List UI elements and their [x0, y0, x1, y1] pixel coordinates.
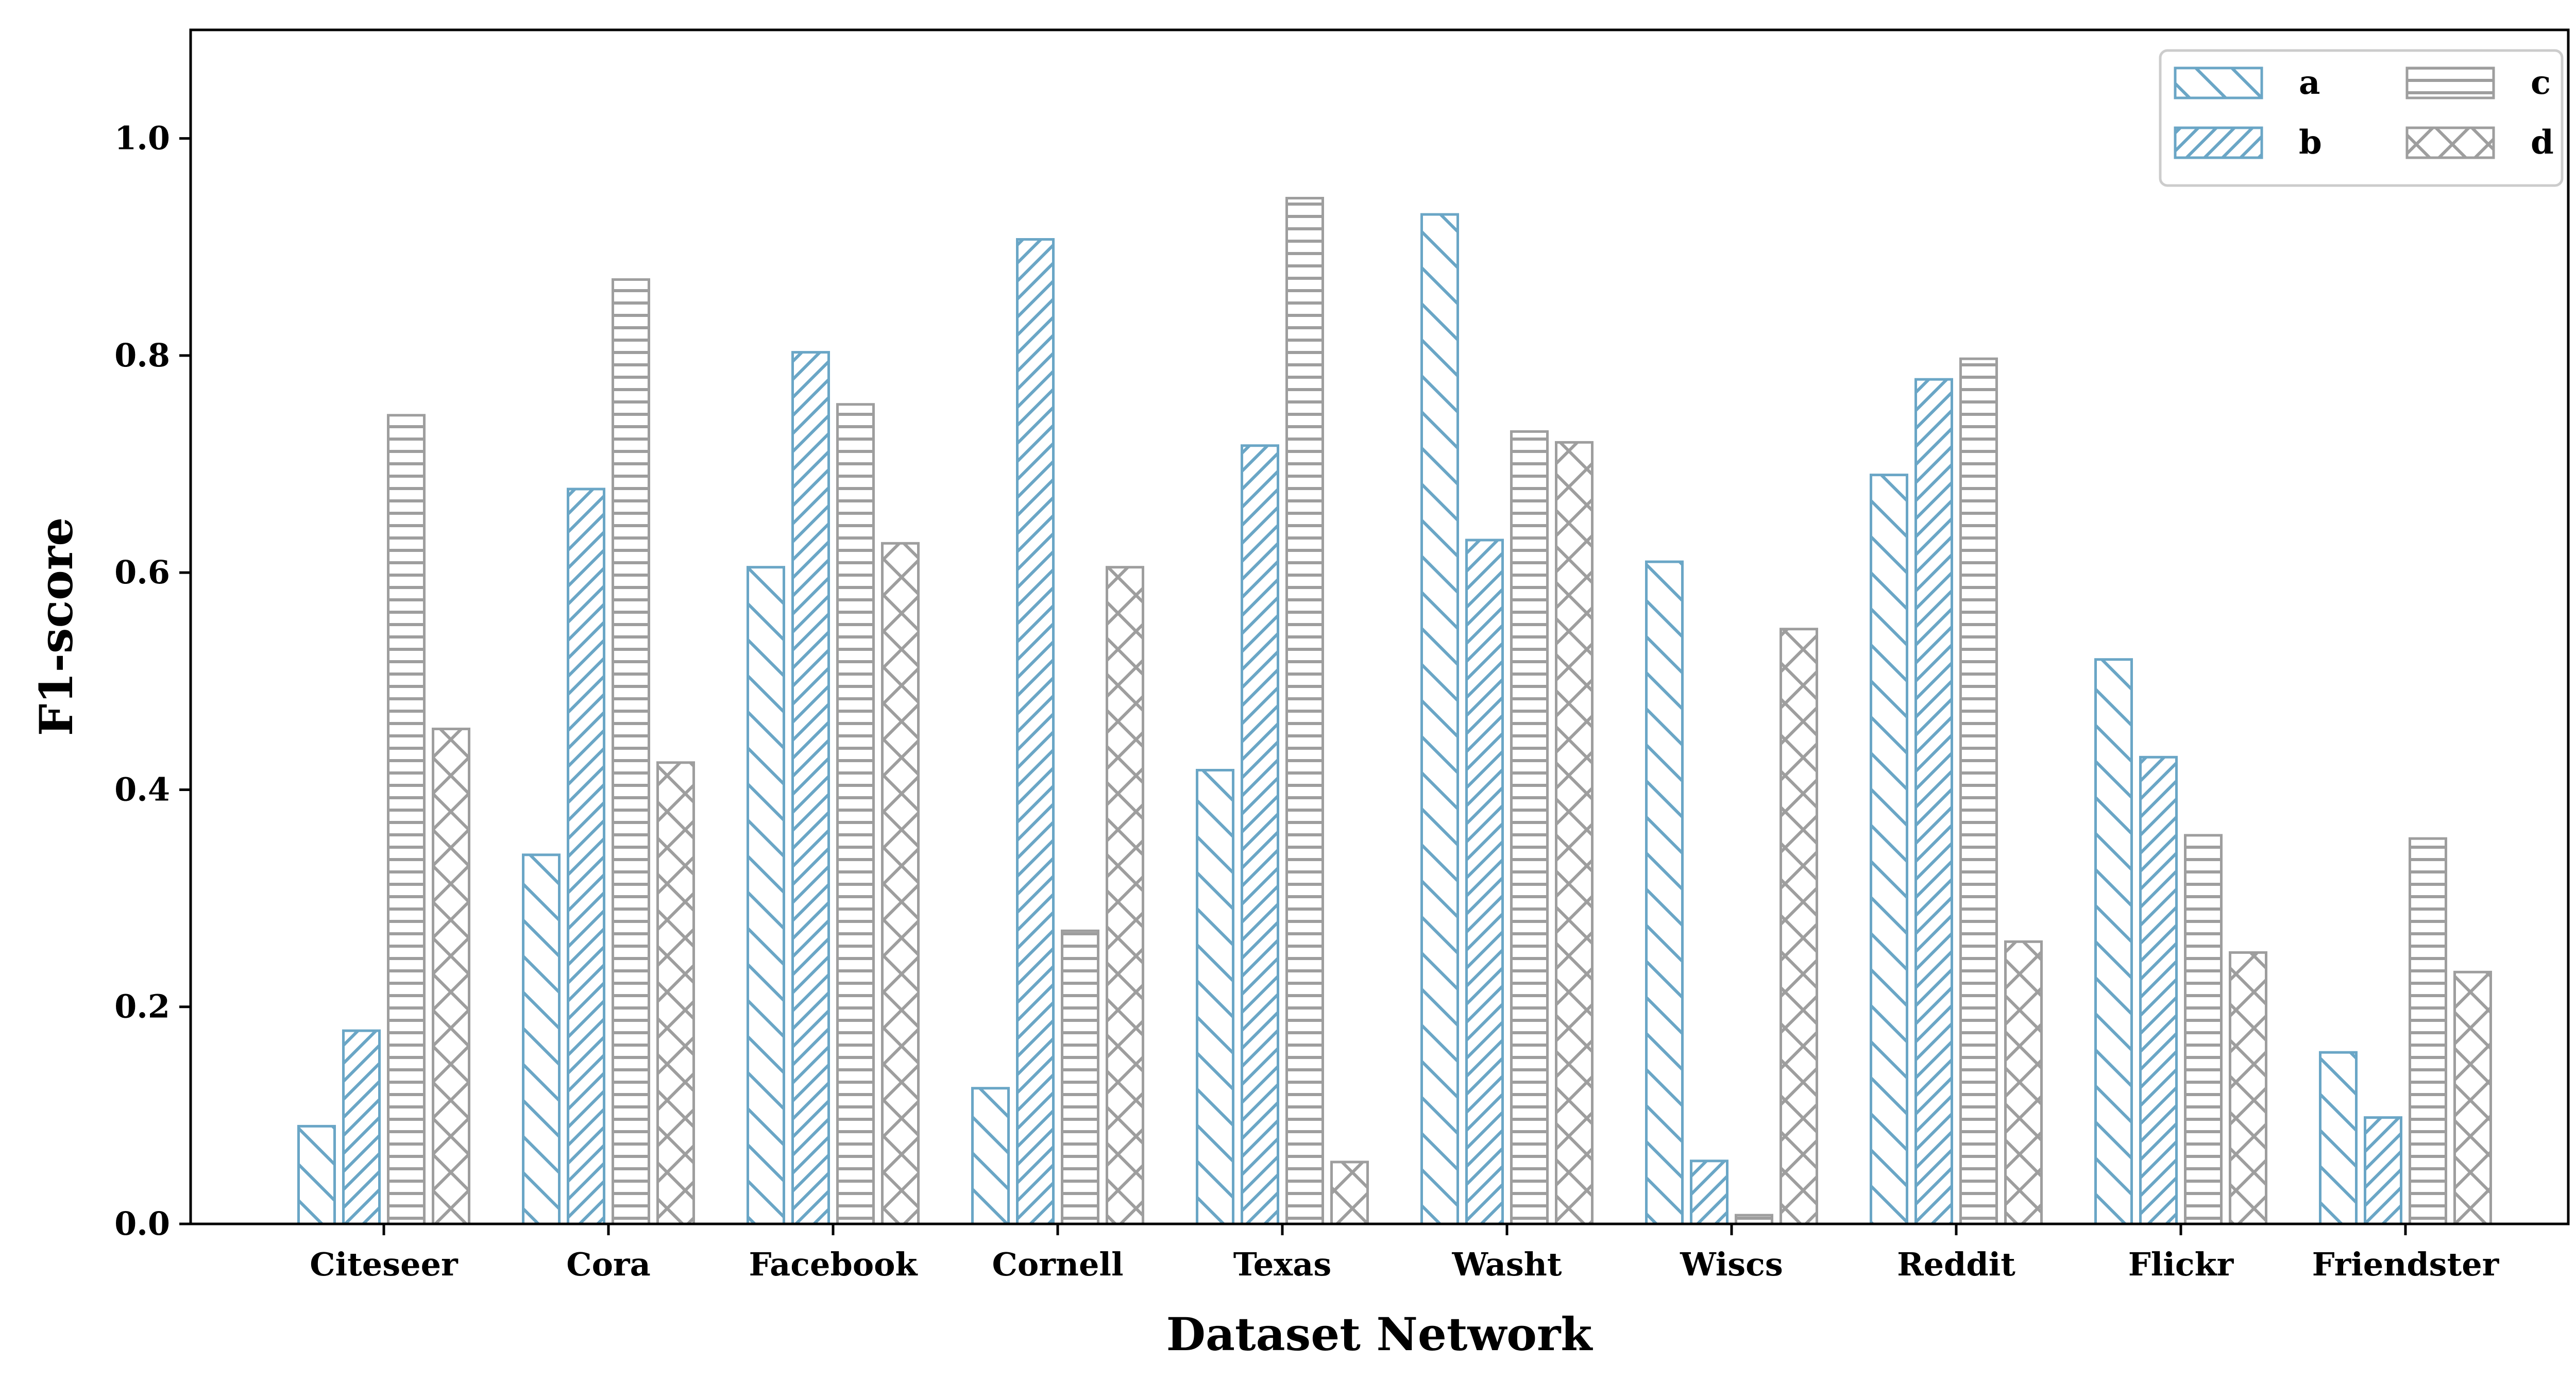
bar-b-texas — [1241, 444, 1279, 1225]
bar-d-wiscs — [1780, 628, 1818, 1225]
bar-a-flickr — [2094, 658, 2133, 1225]
bar-d-facebook — [881, 542, 920, 1225]
bar-d-texas — [1330, 1161, 1369, 1225]
x-tick-label-washt: Washt — [1451, 1246, 1562, 1283]
x-tick-label-cornell: Cornell — [992, 1246, 1124, 1283]
x-axis-title: Dataset Network — [1166, 1307, 1594, 1361]
legend-swatch-c — [2405, 66, 2495, 99]
bar-c-wiscs — [1735, 1214, 1773, 1225]
y-tick-label: 0.8 — [114, 337, 170, 374]
bar-d-flickr — [2229, 951, 2267, 1225]
bar-a-friendster — [2319, 1051, 2358, 1225]
x-tick-label-flickr: Flickr — [2128, 1246, 2234, 1283]
bar-b-cornell — [1016, 238, 1055, 1225]
y-tick-label: 0.2 — [114, 988, 170, 1026]
y-tick-label: 0.6 — [114, 553, 170, 591]
legend-label-a: a — [2299, 63, 2320, 102]
bar-c-friendster — [2409, 837, 2447, 1225]
bar-a-cornell — [971, 1087, 1010, 1225]
bar-b-washt — [1465, 539, 1504, 1225]
x-axis: Citeseer Cora Facebook Cornell Texas Washt Wis… — [310, 1224, 2500, 1283]
bar-d-reddit — [2004, 940, 2043, 1225]
bar-c-reddit — [1959, 357, 1998, 1225]
bar-c-flickr — [2184, 834, 2223, 1225]
y-tick-label: 0.0 — [114, 1205, 170, 1242]
bar-c-washt — [1510, 430, 1549, 1225]
bar-c-citeseer — [387, 414, 426, 1225]
bar-b-reddit — [1914, 378, 1953, 1225]
bars-group — [297, 197, 2492, 1225]
legend-label-b: b — [2299, 123, 2322, 162]
bar-b-flickr — [2139, 755, 2178, 1225]
bar-c-cora — [612, 278, 650, 1225]
bar-d-cornell — [1106, 566, 1144, 1225]
bar-b-wiscs — [1690, 1159, 1728, 1225]
bar-a-reddit — [1870, 474, 1908, 1225]
plot-frame — [189, 28, 2570, 1225]
x-tick-label-wiscs: Wiscs — [1680, 1246, 1783, 1283]
bar-c-facebook — [836, 403, 875, 1225]
x-tick-label-reddit: Reddit — [1897, 1246, 2015, 1283]
bar-b-friendster — [2364, 1116, 2402, 1225]
legend: ab cd — [2159, 49, 2564, 187]
bar-d-cora — [656, 761, 695, 1225]
bar-a-facebook — [747, 566, 785, 1225]
legend-swatch-b — [2174, 126, 2263, 159]
y-tick-label: 1.0 — [114, 120, 170, 157]
x-tick-label-friendster: Friendster — [2312, 1246, 2500, 1283]
bar-a-wiscs — [1645, 560, 1684, 1225]
bar-a-cora — [522, 853, 561, 1225]
y-tick-label: 0.4 — [114, 770, 170, 808]
x-tick-label-citeseer: Citeseer — [310, 1246, 459, 1283]
bar-a-texas — [1196, 769, 1234, 1225]
bar-d-washt — [1555, 441, 1594, 1225]
x-tick-label-texas: Texas — [1233, 1246, 1332, 1283]
legend-swatch-a — [2174, 66, 2263, 99]
bar-b-facebook — [791, 351, 830, 1225]
bar-c-texas — [1285, 197, 1324, 1225]
legend-label-d: d — [2531, 123, 2554, 162]
bar-d-friendster — [2453, 970, 2492, 1225]
bar-c-cornell — [1061, 929, 1099, 1225]
bar-b-cora — [567, 488, 605, 1225]
bar-b-citeseer — [342, 1029, 381, 1225]
bar-a-washt — [1420, 213, 1459, 1225]
y-axis: 0.0 0.2 0.4 0.6 0.8 1.0 — [114, 120, 191, 1242]
legend-label-c: c — [2531, 63, 2551, 102]
legend-swatch-d — [2405, 126, 2495, 159]
y-axis-title: F1-score — [29, 517, 83, 736]
bar-a-citeseer — [297, 1124, 336, 1225]
bar-d-citeseer — [432, 728, 470, 1225]
x-tick-label-facebook: Facebook — [749, 1246, 918, 1283]
x-tick-label-cora: Cora — [566, 1246, 651, 1283]
